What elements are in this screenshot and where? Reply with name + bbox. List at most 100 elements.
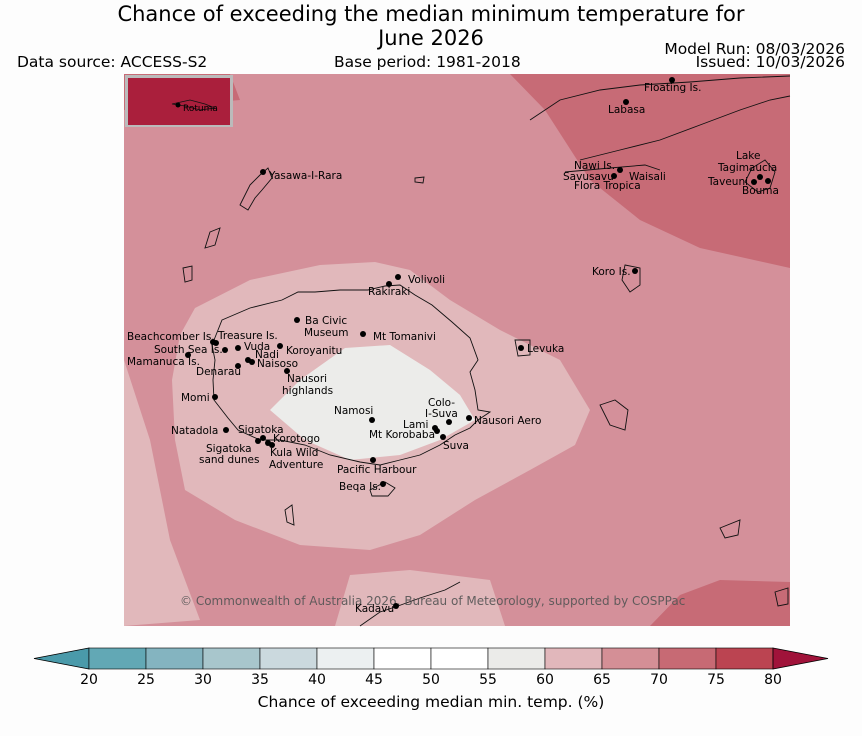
marker-mamanuca-is	[185, 352, 191, 358]
place-sigatoka-dunes: Sigatoka	[206, 443, 252, 455]
marker-nawi-is	[617, 167, 623, 173]
place-sand-dunes: sand dunes	[199, 454, 259, 466]
legend-tick-label: 50	[422, 672, 440, 688]
marker-lake-tagimaucia	[757, 174, 763, 180]
place-mt-tomanivi: Mt Tomanivi	[373, 331, 436, 343]
legend-title: Chance of exceeding median min. temp. (%…	[257, 693, 605, 711]
inset-field	[128, 78, 230, 125]
place-kula-wild: Kula Wild	[270, 447, 318, 459]
data-source-label: Data source: ACCESS-S2	[17, 53, 208, 71]
legend-swatch	[88, 647, 147, 670]
place-volivoli: Volivoli	[408, 274, 445, 286]
probability-field	[124, 74, 790, 626]
place-vuda: Vuda	[244, 341, 270, 353]
place-savusavu: Savusavu	[563, 171, 614, 183]
legend-swatch	[601, 647, 660, 670]
copyright-text: © Commonwealth of Australia 2026, Bureau…	[180, 594, 685, 608]
place-flora-tropica: Flora Tropica	[574, 180, 641, 192]
place-lami: Lami	[403, 419, 428, 431]
base-period-label: Base period: 1981-2018	[334, 53, 521, 71]
legend-tick-label: 35	[251, 672, 269, 688]
place-beqa-is: Beqa Is.	[339, 481, 381, 493]
place-natadola: Natadola	[171, 425, 218, 437]
marker-denarau	[235, 363, 241, 369]
legend-tick-label: 60	[536, 672, 554, 688]
place-levuka: Levuka	[527, 343, 564, 355]
legend-swatch	[430, 647, 489, 670]
place-koroyanitu: Koroyanitu	[286, 345, 342, 357]
zone-70-75-southeast	[650, 580, 790, 626]
legend-swatch	[145, 647, 204, 670]
vanua-levu-coast	[529, 75, 791, 173]
marker-mt-korobaba	[434, 428, 440, 434]
rotuma-inset: Rotuma	[125, 75, 233, 127]
legend-tick-label: 80	[764, 672, 782, 688]
marker-mt-tomanivi	[360, 331, 366, 337]
place-mamanuca-is: Mamanuca Is.	[127, 356, 200, 368]
marker-south-sea-is	[222, 347, 228, 353]
legend-swatch	[259, 647, 318, 670]
place-korotogo: Korotogo	[273, 433, 320, 445]
rotuma-coast	[171, 99, 217, 111]
marker-nausori-highlands	[284, 368, 290, 374]
place-highlands: highlands	[282, 385, 333, 397]
place-sigatoka: Sigatoka	[238, 424, 284, 436]
marker-koro-is	[632, 268, 638, 274]
place-koro-is: Koro Is.	[592, 266, 631, 278]
marker-sigatoka-sand-dunes	[255, 438, 261, 444]
place-beachcomber-is: Beachcomber Is.	[127, 331, 215, 343]
marker-natadola	[223, 427, 229, 433]
zone-70-75-northeast	[124, 74, 790, 268]
marker-labasa	[623, 99, 629, 105]
marker-yasawa-i-rara	[260, 169, 266, 175]
marker-rakiraki	[386, 281, 392, 287]
place-labels: Floating Is. Labasa Yasawa-I-Rara Nawi I…	[127, 77, 779, 615]
place-tagimaucia: Tagimaucia	[717, 162, 777, 174]
legend-tick-label: 70	[650, 672, 668, 688]
legend-swatch	[202, 647, 261, 670]
place-colo: Colo-	[428, 397, 455, 409]
marker-momi	[212, 394, 218, 400]
legend-swatch	[658, 647, 717, 670]
legend-tick-label: 55	[479, 672, 497, 688]
kadavu-coast	[359, 581, 461, 627]
taveuni-coast	[744, 159, 776, 193]
marker-sigatoka	[260, 435, 266, 441]
place-denarau: Denarau	[196, 366, 241, 378]
legend-overflow-arrow	[772, 647, 829, 670]
coastlines	[182, 75, 791, 627]
legend-tick-label: 65	[593, 672, 611, 688]
place-mt-korobaba: Mt Korobaba	[369, 429, 435, 441]
viti-levu-coast	[211, 284, 492, 466]
rotuma-marker	[175, 102, 181, 108]
place-nausori: Nausori	[287, 373, 327, 385]
place-labasa: Labasa	[608, 104, 645, 116]
chart-title-line1: Chance of exceeding the median minimum t…	[117, 2, 745, 26]
legend-swatch	[544, 647, 603, 670]
zone-55-60-core	[270, 345, 475, 460]
place-yasawa-i-rara: Yasawa-I-Rara	[268, 170, 342, 182]
legend-tick-label: 25	[137, 672, 155, 688]
marker-beqa-is	[380, 481, 386, 487]
place-naisoso: Naisoso	[257, 358, 298, 370]
place-waisali: Waisali	[629, 171, 666, 183]
legend-tick-label: 75	[707, 672, 725, 688]
legend-swatch	[373, 647, 432, 670]
gau-coast	[599, 399, 629, 431]
marker-bouma	[765, 178, 771, 184]
issued-label: Issued: 10/03/2026	[695, 53, 845, 71]
legend-tick-label: 45	[365, 672, 383, 688]
marker-treasure-is	[213, 340, 219, 346]
marker-naisoso	[249, 359, 255, 365]
legend-tick-label: 40	[308, 672, 326, 688]
marker-kadavu	[393, 603, 399, 609]
chart-title-line2: June 2026	[378, 26, 484, 50]
marker-colo-i-suva	[446, 419, 452, 425]
place-ba-civic: Ba Civic	[305, 315, 347, 327]
place-floating-is: Floating Is.	[644, 82, 701, 94]
marker-nausori-aero	[466, 415, 472, 421]
marker-floating-is	[669, 77, 675, 83]
place-i-suva: I-Suva	[425, 408, 458, 420]
place-pacific-harbour: Pacific Harbour	[337, 464, 417, 476]
